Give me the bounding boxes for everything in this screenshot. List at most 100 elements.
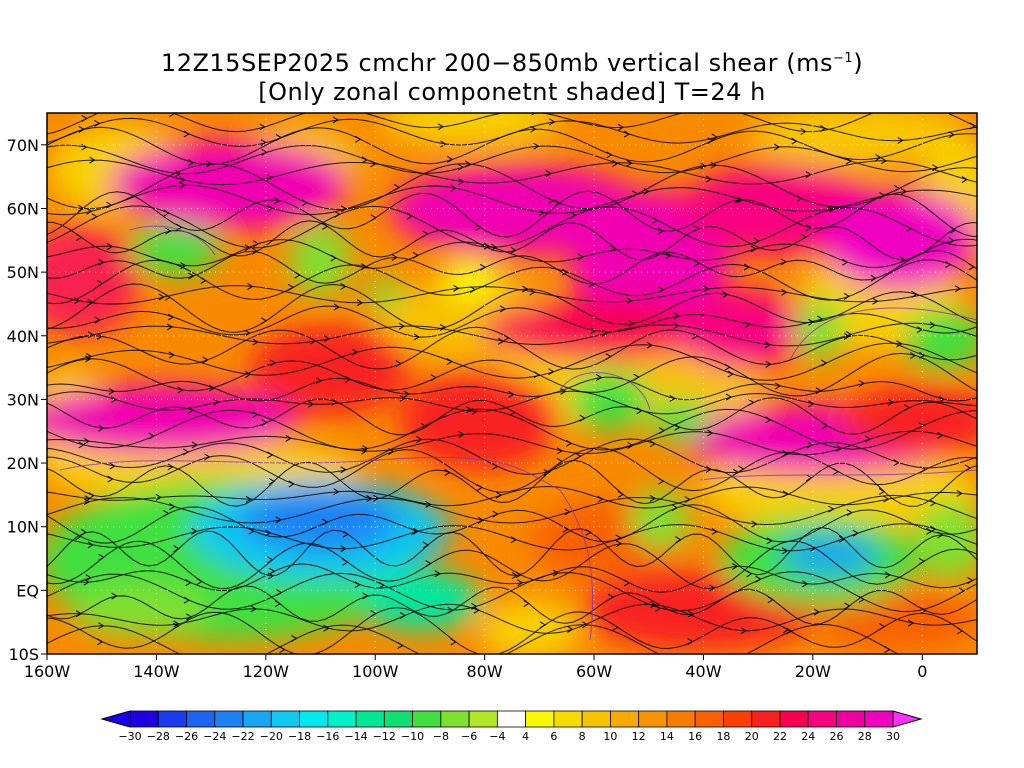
streamline-arrow [268, 477, 275, 485]
streamline-arrow [397, 642, 404, 649]
streamline-arrow [734, 196, 741, 204]
streamline-arrow [310, 337, 317, 345]
streamline-arrow [334, 210, 341, 218]
streamline-arrow [450, 184, 457, 192]
streamline-arrow [87, 541, 94, 549]
streamline-arrow [511, 572, 518, 579]
streamline-arrow [710, 161, 717, 169]
streamline-arrow [727, 370, 734, 378]
streamline-arrow [597, 495, 604, 503]
streamline [47, 523, 977, 552]
streamline-arrow [399, 612, 407, 619]
streamline-arrow [333, 106, 338, 112]
streamline-arrow [403, 390, 411, 398]
streamline-arrow [173, 620, 180, 628]
streamline-arrow [893, 459, 900, 467]
streamline-arrow [406, 212, 414, 220]
colorbar-label: 26 [829, 730, 843, 743]
streamline [47, 408, 977, 451]
streamline-arrow [430, 374, 437, 382]
streamline-arrow [264, 529, 272, 537]
streamline-arrow [412, 251, 419, 259]
streamline-arrow [607, 593, 615, 601]
lon-tick-label: 120W [243, 662, 290, 681]
streamline-arrow [765, 416, 772, 424]
streamline-arrow [838, 535, 846, 543]
streamline-arrow [782, 490, 789, 498]
streamline-arrow [78, 125, 85, 133]
streamline-arrow [865, 435, 872, 443]
streamline-arrow [844, 602, 851, 610]
streamline-arrow [810, 544, 817, 552]
streamline-arrow [655, 604, 662, 612]
colorbar-swatch [299, 710, 329, 728]
streamline-arrow [393, 183, 401, 191]
streamline-arrow [606, 151, 613, 159]
streamline-arrow [413, 333, 421, 341]
streamline-arrow [530, 125, 537, 133]
streamline-arrow [78, 441, 85, 449]
streamline [47, 144, 977, 175]
streamline-arrow [529, 288, 536, 296]
streamline-arrow [495, 491, 503, 499]
streamline-arrow [76, 233, 83, 241]
colorbar: −30 −28 −26 −24 −22 −20 −18 −16 −14 −12 −10 −8 −6 −4 4… [100, 710, 923, 743]
streamline-arrow [450, 638, 457, 646]
streamline-arrow [671, 504, 678, 512]
colorbar-swatch [383, 710, 413, 728]
colorbar-swatch [157, 710, 187, 728]
streamline-arrow [342, 530, 349, 538]
streamline-arrow [628, 319, 635, 327]
streamline-arrow [196, 578, 203, 585]
streamline-arrow [166, 323, 174, 331]
streamline-arrow [169, 503, 176, 510]
streamline-arrow [188, 272, 195, 280]
streamline-arrow [425, 501, 432, 508]
streamline-arrow [370, 610, 377, 617]
streamline-arrow [191, 658, 196, 664]
streamline-arrow [260, 317, 268, 325]
streamline-arrow [458, 178, 465, 186]
streamline [47, 430, 977, 456]
colorbar-label: −30 [118, 730, 141, 743]
streamline-arrow [829, 205, 836, 213]
lon-tick-label: 0 [917, 662, 927, 681]
streamline-arrow [548, 368, 555, 376]
lat-tick-label: EQ [16, 581, 39, 600]
streamline-arrow [173, 545, 180, 553]
streamline-arrow [425, 560, 432, 568]
streamline-arrow [276, 589, 283, 597]
streamline-arrow [765, 360, 772, 368]
lon-tick-label: 100W [352, 662, 399, 681]
streamline-arrow [691, 332, 699, 340]
streamline-arrow [828, 505, 835, 513]
streamline-arrow [918, 557, 926, 565]
lat-tick-label: 30N [7, 390, 39, 409]
streamline [47, 390, 977, 415]
streamline [47, 159, 977, 186]
streamline-arrow [773, 143, 781, 151]
streamline-arrow [416, 436, 423, 443]
streamline-arrow [893, 184, 901, 192]
streamline-arrow [108, 387, 115, 395]
streamline-arrow [175, 170, 182, 177]
lat-tick-label: 50N [7, 263, 39, 282]
streamline-arrow [446, 358, 453, 365]
streamline-arrow [213, 398, 220, 406]
streamline-arrow [252, 410, 259, 418]
streamline [47, 238, 977, 269]
colorbar-swatch [638, 710, 668, 728]
streamline-arrow [615, 540, 623, 548]
streamline-arrow [322, 222, 329, 230]
streamline-arrow [709, 584, 716, 592]
streamline-arrow [83, 437, 90, 445]
streamline-arrow [422, 541, 430, 549]
streamline-arrow [887, 398, 895, 406]
streamline-arrow [510, 246, 517, 254]
streamline-arrow [705, 175, 713, 183]
lon-tick-label: 160W [24, 662, 71, 681]
colorbar-swatch [723, 710, 753, 728]
streamline-arrow [274, 600, 281, 608]
streamline-arrow [700, 162, 707, 170]
streamline-arrow [185, 579, 192, 587]
